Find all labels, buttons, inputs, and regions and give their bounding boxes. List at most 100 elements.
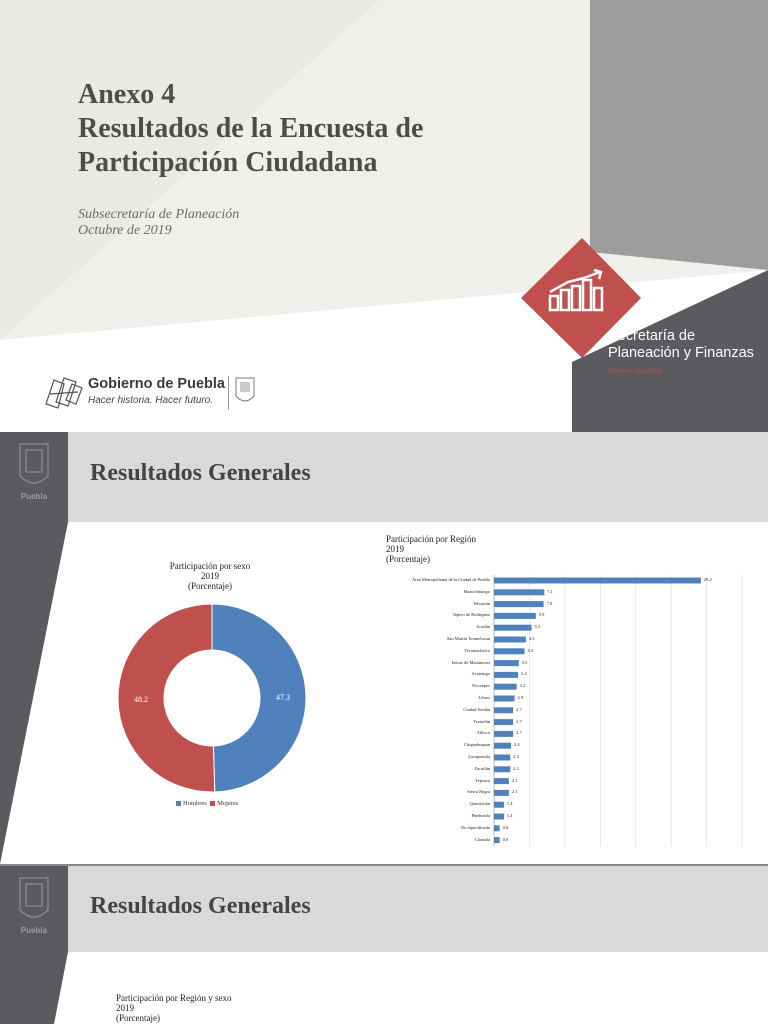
subtitle-line-1: Subsecretaría de Planeación xyxy=(78,207,240,222)
bar xyxy=(494,648,525,655)
bar xyxy=(494,778,509,785)
bar-value-label: 3.4 xyxy=(521,671,527,677)
cover-slide: Anexo 4 Resultados de la Encuesta de Par… xyxy=(0,0,768,432)
title-line-2: Resultados de la Encuesta de xyxy=(78,113,424,144)
donut-slice-mujeres xyxy=(117,603,216,793)
bar-chart xyxy=(493,575,743,847)
bar xyxy=(494,601,544,608)
donut-title-line-1: Participación por sexo xyxy=(169,561,251,571)
bar xyxy=(494,636,526,643)
bar-category-label: Tepexi de Rodríguez xyxy=(452,612,490,618)
gray-panel-top xyxy=(590,0,768,270)
bar-category-label: Chignahuapan xyxy=(464,742,490,748)
bar xyxy=(494,825,500,832)
legend-label-mujeres: Mujeres xyxy=(217,800,239,807)
bar xyxy=(494,683,517,690)
secretaria-small: Gobierno de Puebla xyxy=(608,369,662,375)
growth-chart-icon xyxy=(548,268,604,312)
bar-category-label: Quimixtlán xyxy=(469,801,491,807)
bar-value-label: 5.3 xyxy=(534,624,541,630)
bar-category-label: No especificado xyxy=(460,824,490,830)
bar xyxy=(494,730,514,737)
bar-value-label: 2.1 xyxy=(511,789,518,795)
donut-title-line-3: (Porcentaje) xyxy=(188,581,232,591)
bar xyxy=(494,754,511,761)
bar-value-label: 0.8 xyxy=(502,836,509,842)
bar-value-label: 1.4 xyxy=(506,801,513,807)
bar-value-label: 2.3 xyxy=(513,765,519,771)
puebla-shield-icon xyxy=(19,443,49,484)
cover-title: Anexo 4 Resultados de la Encuesta de Par… xyxy=(78,78,423,180)
bar-category-label: Tehuacán xyxy=(472,600,490,606)
rs-title-line-3: (Porcentaje) xyxy=(116,1013,160,1023)
bar-category-label: Sierra Negra xyxy=(467,789,490,795)
bar-category-label: Izúcar de Matamoros xyxy=(451,659,490,665)
bar-category-label: Acatzingo xyxy=(471,671,491,677)
bar-category-label: Ciudad Serdán xyxy=(463,706,490,712)
left-logo-block xyxy=(0,432,68,522)
legend-swatch-hombres xyxy=(176,801,181,807)
bar-title-line-1: Participación por Región xyxy=(386,534,476,544)
bar xyxy=(494,612,536,619)
slide-title-2: Resultados Generales xyxy=(90,893,311,919)
secretaria-logo-text: Secretaría de Planeación y Finanzas Gobi… xyxy=(608,328,754,381)
bar-value-label: 2.7 xyxy=(516,718,522,724)
results-slide-2: Puebla Resultados Generales Participació… xyxy=(0,866,768,1024)
bar-category-label: Acatlán xyxy=(476,624,490,630)
bar-title-line-2: 2019 xyxy=(386,544,404,554)
bar-value-label: 2.7 xyxy=(516,730,522,736)
slide-shapes xyxy=(0,432,768,864)
bar-value-label: 2.9 xyxy=(517,695,524,700)
title-line-3: Participación Ciudadana xyxy=(78,147,378,178)
rs-title-line-2: 2019 xyxy=(116,1003,134,1013)
bar-value-label: 2.4 xyxy=(514,742,520,748)
puebla-seal-icon xyxy=(235,377,255,402)
slide-shapes-2 xyxy=(0,866,768,1024)
bar-category-label: Huauchinango xyxy=(463,588,490,594)
bar xyxy=(494,801,504,808)
bar xyxy=(494,837,500,844)
bar-category-label: Chiautla xyxy=(474,836,490,842)
bar-category-label: Zacapoaxtla xyxy=(468,754,490,759)
bar-category-label: Área Metropolitana de la Ciudad de Puebl… xyxy=(412,577,490,582)
legend-swatch-mujeres xyxy=(210,801,216,807)
bar xyxy=(494,766,511,773)
donut-legend: Hombres Mujeres xyxy=(176,800,238,807)
donut-value-label: 48.2 xyxy=(134,695,148,704)
bar-value-label: 7.1 xyxy=(547,588,553,594)
bar-value-label: 2.7 xyxy=(516,706,522,712)
bar-value-label: 4.3 xyxy=(527,647,534,653)
donut-title-line-2: 2019 xyxy=(201,571,219,581)
bar xyxy=(494,813,504,820)
left-wedge-dark xyxy=(0,522,68,864)
subtitle-date: Octubre de 2019 xyxy=(78,223,172,238)
results-slide-1: Puebla Resultados Generales Participació… xyxy=(0,432,768,864)
bar-value-label: 0.8 xyxy=(502,824,509,830)
bar-value-label: 2.3 xyxy=(513,754,519,759)
donut-chart-title: Participación por sexo 2019 (Porcentaje) xyxy=(150,561,270,591)
bar-value-label: 1.4 xyxy=(506,813,513,818)
gobierno-emblem-icon xyxy=(45,377,83,409)
bar-value-label: 2.1 xyxy=(511,777,518,783)
logo-divider xyxy=(228,376,229,410)
bar xyxy=(494,589,545,596)
bar-category-label: Xicotepec xyxy=(471,683,490,689)
bar-category-label: Tecamachalco xyxy=(464,647,490,653)
secretaria-line-1: Secretaría de xyxy=(608,328,696,344)
bar xyxy=(494,624,532,631)
bar-category-label: Zacatlán xyxy=(474,765,491,771)
puebla-logo-label: Puebla xyxy=(20,492,48,501)
bar-category-label: Teziutlán xyxy=(473,718,490,724)
bar-value-label: 29.2 xyxy=(703,577,712,582)
bar-title-line-3: (Porcentaje) xyxy=(386,554,430,564)
donut-chart: 47.3 48.2 xyxy=(117,603,307,793)
gobierno-logo: Gobierno de Puebla Hacer historia. Hacer… xyxy=(42,374,262,414)
bar xyxy=(494,660,519,667)
bar-value-label: 3.5 xyxy=(521,659,528,665)
bar-category-label: Atlixco xyxy=(476,730,491,736)
bar xyxy=(494,742,512,749)
bar xyxy=(494,789,509,796)
bar-chart-title: Participación por Región 2019 (Porcentaj… xyxy=(386,534,476,564)
cover-subtitle: Subsecretaría de Planeación Octubre de 2… xyxy=(78,207,239,239)
rs-title-line-1: Participación por Región y sexo xyxy=(116,993,232,1003)
